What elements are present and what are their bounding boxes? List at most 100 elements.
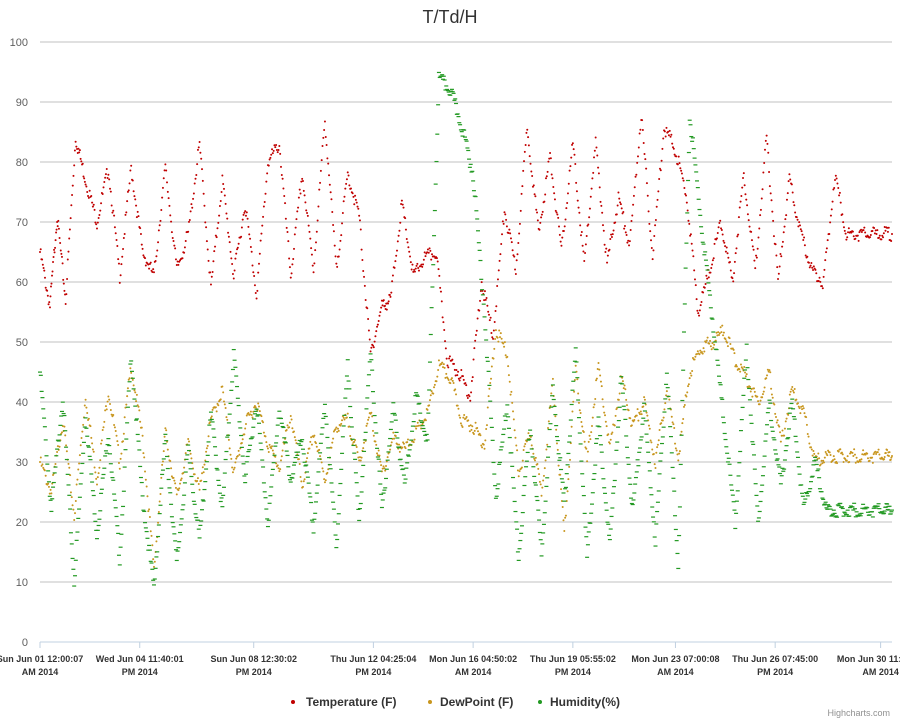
x-tick-label-line2: PM 2014 xyxy=(355,667,391,677)
point-humidity xyxy=(601,478,606,480)
point-dewpoint xyxy=(272,452,275,455)
point-dewpoint xyxy=(514,436,517,439)
point-temperature xyxy=(765,134,768,137)
point-humidity xyxy=(815,470,820,472)
point-temperature xyxy=(218,204,221,207)
point-humidity xyxy=(190,483,195,485)
point-dewpoint xyxy=(281,449,284,452)
point-dewpoint xyxy=(647,424,650,427)
point-temperature xyxy=(710,267,713,270)
point-temperature xyxy=(825,251,828,254)
point-humidity xyxy=(547,428,552,431)
point-humidity xyxy=(808,488,813,490)
point-dewpoint xyxy=(762,390,765,393)
credits-link[interactable]: Highcharts.com xyxy=(827,708,890,718)
point-temperature xyxy=(722,239,725,242)
point-humidity xyxy=(571,380,576,382)
point-humidity xyxy=(506,427,511,429)
point-humidity xyxy=(596,416,601,418)
point-humidity xyxy=(178,524,183,526)
point-humidity xyxy=(300,448,305,450)
point-dewpoint xyxy=(249,410,252,413)
point-temperature xyxy=(511,249,514,252)
point-humidity xyxy=(635,459,640,461)
point-humidity xyxy=(131,388,136,390)
point-humidity xyxy=(483,329,488,331)
point-temperature xyxy=(52,255,55,258)
point-temperature xyxy=(262,215,265,218)
point-dewpoint xyxy=(808,442,811,445)
point-dewpoint xyxy=(266,447,269,450)
point-humidity xyxy=(819,491,824,493)
point-temperature xyxy=(382,299,385,302)
legend-marker-humidity xyxy=(538,700,542,704)
point-humidity xyxy=(800,495,805,497)
point-temperature xyxy=(602,229,605,232)
point-temperature xyxy=(851,230,854,233)
point-temperature xyxy=(333,244,336,247)
legend-item-humidity[interactable]: Humidity(%) xyxy=(538,695,620,709)
point-humidity xyxy=(742,377,747,379)
point-dewpoint xyxy=(83,404,86,407)
point-temperature xyxy=(685,201,688,204)
point-temperature xyxy=(490,331,493,334)
point-dewpoint xyxy=(840,451,843,454)
point-temperature xyxy=(711,263,714,266)
point-temperature xyxy=(501,233,504,236)
point-dewpoint xyxy=(151,544,154,547)
point-temperature xyxy=(777,272,780,275)
point-temperature xyxy=(617,191,620,194)
point-temperature xyxy=(159,219,162,222)
point-humidity xyxy=(563,488,568,490)
point-temperature xyxy=(797,225,800,228)
point-humidity xyxy=(187,462,192,464)
point-dewpoint xyxy=(86,411,89,414)
point-dewpoint xyxy=(851,451,854,454)
point-temperature xyxy=(485,297,488,300)
point-dewpoint xyxy=(293,430,296,433)
point-temperature xyxy=(785,198,788,201)
point-temperature xyxy=(676,163,679,166)
point-dewpoint xyxy=(117,462,120,465)
point-humidity xyxy=(391,402,396,404)
point-humidity xyxy=(62,414,67,417)
point-humidity xyxy=(231,348,236,351)
legend-item-dewpoint[interactable]: DewPoint (F) xyxy=(428,695,513,709)
point-temperature xyxy=(597,166,600,169)
point-dewpoint xyxy=(313,434,316,437)
point-humidity xyxy=(286,466,291,468)
point-temperature xyxy=(876,229,879,232)
point-dewpoint xyxy=(547,420,550,423)
point-dewpoint xyxy=(309,440,312,443)
point-humidity xyxy=(480,289,485,291)
point-dewpoint xyxy=(424,419,427,422)
point-temperature xyxy=(104,176,107,179)
point-temperature xyxy=(345,178,348,181)
point-humidity xyxy=(339,468,344,470)
point-humidity xyxy=(182,494,187,496)
point-temperature xyxy=(643,153,646,156)
point-humidity xyxy=(283,441,288,443)
point-humidity xyxy=(889,511,894,513)
point-humidity xyxy=(93,520,98,522)
point-humidity xyxy=(847,515,852,517)
point-temperature xyxy=(803,244,806,247)
point-humidity xyxy=(243,473,248,475)
point-temperature xyxy=(187,220,190,223)
point-temperature xyxy=(368,338,371,341)
point-temperature xyxy=(601,211,604,214)
point-temperature xyxy=(96,221,99,224)
point-humidity xyxy=(749,422,754,424)
point-humidity xyxy=(789,402,794,405)
point-temperature xyxy=(475,329,478,332)
point-dewpoint xyxy=(180,477,183,480)
point-dewpoint xyxy=(682,405,685,408)
point-dewpoint xyxy=(593,403,596,406)
legend-item-temperature[interactable]: Temperature (F) xyxy=(291,695,396,709)
point-temperature xyxy=(404,217,407,220)
point-temperature xyxy=(320,159,323,162)
point-temperature xyxy=(207,259,210,262)
point-dewpoint xyxy=(250,414,253,417)
point-temperature xyxy=(73,164,76,167)
point-temperature xyxy=(219,199,222,202)
